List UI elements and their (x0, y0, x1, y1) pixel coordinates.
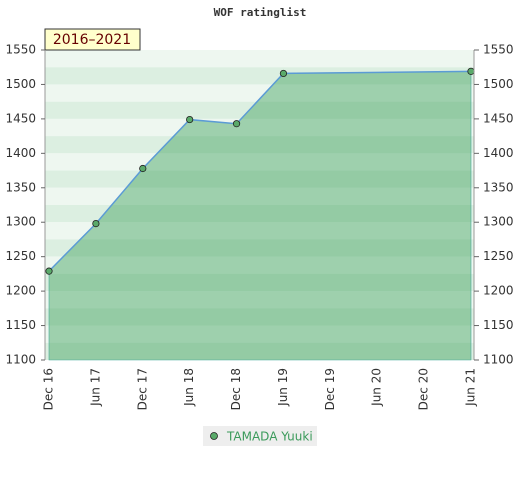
background-band (45, 170, 474, 188)
y2-tick-label: 1250 (483, 249, 514, 263)
point (232, 120, 241, 128)
background-band (45, 308, 474, 326)
x-tick-label: Jun 17 (88, 368, 102, 407)
background-band (45, 136, 474, 154)
y-tick-label: 1300 (5, 215, 36, 229)
x-tick-label: Dec 19 (323, 368, 337, 410)
plot-area (45, 50, 475, 361)
x-tick-label: Jun 18 (182, 368, 196, 407)
y2-tick-label: 1300 (483, 215, 514, 229)
y2-tick-label: 1350 (483, 180, 514, 194)
chart-title: WOF ratinglist (214, 6, 307, 19)
y-tick-label: 1400 (5, 146, 36, 160)
x-tick-label: Dec 18 (229, 368, 243, 410)
background-band (45, 50, 474, 68)
y-tick-label: 1250 (5, 249, 36, 263)
y-tick-label: 1500 (5, 77, 36, 91)
x-tick-label: Dec 17 (135, 368, 149, 410)
background-band (45, 67, 474, 85)
y2-tick-label: 1550 (483, 43, 514, 57)
point (45, 267, 53, 275)
x-tick-label: Dec 20 (417, 368, 431, 410)
y2-tick-label: 1400 (483, 146, 514, 160)
x-tick-label: Dec 16 (42, 368, 56, 410)
background-band (45, 187, 474, 205)
y2-tick-label: 1100 (483, 353, 514, 367)
y-tick-label: 1150 (5, 318, 36, 332)
y-tick-label: 1550 (5, 43, 36, 57)
x-tick-label: Jun 21 (464, 368, 478, 407)
y-tick-label: 1450 (5, 111, 36, 125)
background-band (45, 273, 474, 292)
y-tick-label: 1350 (5, 180, 36, 194)
x-tick-label: Jun 20 (370, 368, 384, 407)
y-tick-label: 1200 (5, 284, 36, 298)
background-band (45, 205, 474, 223)
y2-tick-label: 1150 (483, 318, 514, 332)
y2-tick-label: 1200 (483, 284, 514, 298)
point (467, 67, 475, 75)
point (92, 220, 100, 228)
legend-marker (210, 432, 218, 440)
y-tick-label: 1100 (5, 353, 36, 367)
legend (203, 426, 317, 446)
background-band (45, 222, 474, 240)
x-tick-label: Jun 19 (276, 368, 290, 407)
legend-label: TAMADA Yuuki (226, 430, 313, 444)
background-band (45, 84, 474, 102)
background-band (45, 291, 474, 309)
background-band (45, 118, 474, 137)
annotation-box (44, 28, 141, 51)
y2-tick-label: 1500 (483, 77, 514, 91)
background-band (45, 325, 474, 343)
background-band (45, 101, 474, 119)
point (139, 164, 147, 173)
background-band (45, 256, 474, 274)
background-band (45, 239, 474, 257)
point (186, 115, 194, 124)
y2-tick-label: 1450 (483, 111, 514, 125)
background-band (45, 342, 474, 360)
annotation: 2016–2021 (53, 32, 131, 48)
point (279, 69, 288, 78)
